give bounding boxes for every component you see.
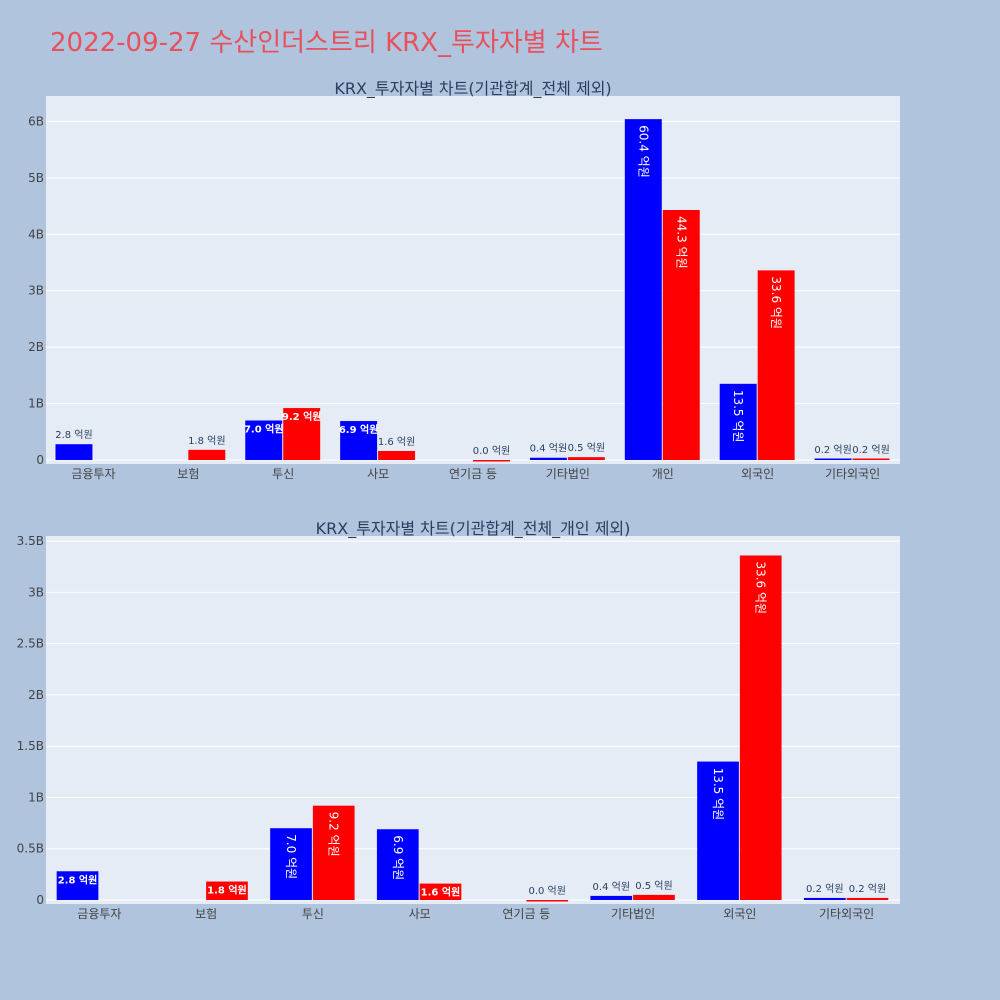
data-label: 0.4 억원 bbox=[593, 881, 630, 893]
data-label: 0.5 억원 bbox=[568, 442, 605, 454]
y-tick-label: 6B bbox=[28, 114, 44, 128]
data-label: 1.6 억원 bbox=[421, 886, 461, 899]
bar[interactable] bbox=[270, 828, 312, 900]
data-label: 7.0 억원 bbox=[284, 834, 298, 879]
x-tick-label: 기타외국인 bbox=[819, 907, 874, 921]
data-label: 0.2 억원 bbox=[849, 883, 886, 895]
x-tick-label: 연기금 등 bbox=[449, 467, 497, 481]
y-tick-label: 5B bbox=[28, 171, 44, 185]
data-label: 33.6 억원 bbox=[754, 561, 768, 614]
bar[interactable] bbox=[739, 555, 782, 900]
x-tick-label: 사모 bbox=[409, 907, 431, 921]
x-tick-label: 외국인 bbox=[741, 467, 774, 481]
y-tick-label: 2B bbox=[28, 688, 44, 702]
bar[interactable] bbox=[719, 383, 757, 460]
x-tick-label: 금융투자 bbox=[77, 907, 121, 921]
x-tick-label: 외국인 bbox=[723, 907, 756, 921]
bar[interactable] bbox=[340, 421, 378, 460]
x-tick-label: 투신 bbox=[302, 907, 324, 921]
data-label: 6.9 억원 bbox=[339, 423, 379, 436]
y-tick-label: 0 bbox=[36, 893, 44, 907]
bar[interactable] bbox=[245, 420, 283, 460]
x-tick-label: 금융투자 bbox=[71, 467, 115, 481]
bar[interactable] bbox=[188, 449, 226, 460]
x-tick-label: 사모 bbox=[367, 467, 389, 481]
chart-1: 0 1B 2B 3B 4B 5B 6B KRX_투자자별 차트(기관합계_전체 제외) 금융투자… bbox=[28, 79, 900, 481]
bar[interactable] bbox=[757, 270, 795, 460]
bar[interactable] bbox=[624, 119, 662, 460]
bar[interactable] bbox=[283, 408, 321, 460]
y-tick-label: 3B bbox=[28, 284, 44, 298]
y-tick-label: 1B bbox=[28, 790, 44, 804]
x-tick-label: 연기금 등 bbox=[502, 907, 550, 921]
bar[interactable] bbox=[378, 450, 416, 460]
data-label: 0.0 억원 bbox=[528, 885, 565, 897]
bar[interactable] bbox=[419, 883, 462, 900]
bar[interactable] bbox=[529, 457, 567, 460]
data-label: 13.5 억원 bbox=[731, 390, 745, 443]
bar[interactable] bbox=[567, 457, 605, 460]
bar[interactable] bbox=[633, 894, 675, 900]
data-label: 2.8 억원 bbox=[58, 873, 98, 886]
x-tick-label: 개인 bbox=[652, 467, 674, 481]
y-tick-label: 1.5B bbox=[17, 739, 44, 753]
bar[interactable] bbox=[814, 458, 852, 461]
x-tick-label: 기타외국인 bbox=[825, 467, 880, 481]
x-tick-label: 기타법인 bbox=[546, 467, 590, 481]
y-tick-label: 3.5B bbox=[17, 534, 44, 548]
data-label: 1.8 억원 bbox=[188, 435, 225, 447]
data-label: 9.2 억원 bbox=[282, 410, 322, 423]
data-label: 1.6 억원 bbox=[378, 436, 415, 448]
x-tick-label: 기타법인 bbox=[611, 907, 655, 921]
bar[interactable] bbox=[697, 761, 739, 900]
data-label: 2.8 억원 bbox=[55, 429, 92, 441]
bar[interactable] bbox=[56, 871, 99, 900]
bar[interactable] bbox=[206, 881, 248, 900]
data-label: 33.6 억원 bbox=[769, 276, 783, 329]
bar[interactable] bbox=[846, 897, 889, 900]
y-tick-label: 0.5B bbox=[17, 842, 44, 856]
data-label: 1.8 억원 bbox=[207, 884, 247, 897]
data-label: 6.9 억원 bbox=[391, 835, 405, 880]
bar[interactable] bbox=[590, 895, 633, 900]
x-tick-label: 보험 bbox=[177, 467, 199, 481]
data-label: 0.4 억원 bbox=[530, 443, 567, 455]
y-tick-label: 0 bbox=[36, 453, 44, 467]
data-label: 0.2 억원 bbox=[852, 444, 889, 456]
bar[interactable] bbox=[55, 444, 93, 460]
data-label: 0.2 억원 bbox=[814, 444, 851, 456]
y-tick-label: 4B bbox=[28, 227, 44, 241]
chart-title: KRX_투자자별 차트(기관합계_전체_개인 제외) bbox=[316, 519, 631, 539]
bar[interactable] bbox=[852, 458, 890, 461]
data-label: 0.0 억원 bbox=[473, 445, 510, 457]
bar[interactable] bbox=[526, 900, 569, 902]
bar[interactable] bbox=[662, 209, 700, 460]
y-tick-label: 1B bbox=[28, 397, 44, 411]
x-tick-label: 투신 bbox=[272, 467, 294, 481]
chart-2: 0 0.5B 1B 1.5B 2B 2.5B 3B 3.5B KRX_투자자별 차트(기관합계_… bbox=[17, 519, 900, 921]
data-label: 7.0 억원 bbox=[244, 422, 284, 435]
bar[interactable] bbox=[312, 805, 355, 900]
data-label: 9.2 억원 bbox=[327, 812, 341, 857]
data-label: 0.2 억원 bbox=[806, 883, 843, 895]
y-tick-label: 3B bbox=[28, 585, 44, 599]
data-label: 44.3 억원 bbox=[674, 216, 688, 269]
x-tick-label: 보험 bbox=[195, 907, 217, 921]
data-label: 0.5 억원 bbox=[635, 880, 672, 892]
bar[interactable] bbox=[473, 460, 510, 462]
chart-title: KRX_투자자별 차트(기관합계_전체 제외) bbox=[334, 79, 611, 99]
data-label: 60.4 억원 bbox=[636, 125, 650, 178]
y-tick-label: 2.5B bbox=[17, 637, 44, 651]
page-title: 2022-09-27 수산인더스트리 KRX_투자자별 차트 bbox=[50, 28, 603, 58]
bar[interactable] bbox=[803, 897, 846, 900]
y-tick-label: 2B bbox=[28, 340, 44, 354]
data-label: 13.5 억원 bbox=[711, 768, 725, 821]
bar[interactable] bbox=[376, 829, 419, 900]
